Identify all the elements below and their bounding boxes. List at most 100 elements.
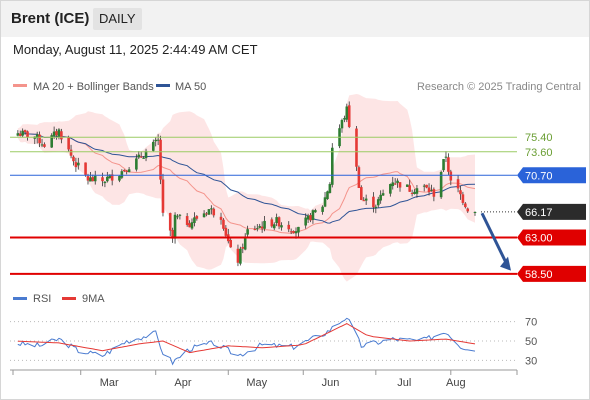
candle-body — [360, 187, 363, 200]
candle-body — [74, 162, 78, 168]
candle-body — [205, 213, 208, 215]
candle-body — [120, 171, 124, 178]
x-axis-label: Aug — [446, 377, 466, 389]
candle-body — [142, 157, 145, 159]
ma9-legend-label: 9MA — [82, 293, 105, 305]
x-axis: Mar Apr May Jun Jul Aug — [12, 370, 466, 389]
candle-body — [185, 216, 189, 225]
candle-body — [323, 197, 327, 207]
candle-body — [321, 206, 324, 212]
candle-body — [309, 215, 312, 221]
price-level-tag — [517, 229, 586, 246]
candle-body — [195, 216, 199, 219]
candle-body — [52, 131, 56, 137]
candle-body — [347, 105, 351, 127]
candle-body — [239, 248, 242, 264]
candle-body — [253, 228, 257, 230]
candle-body — [18, 133, 22, 136]
candle-body — [328, 184, 332, 193]
candle-body — [224, 227, 228, 236]
candle-body — [330, 147, 334, 185]
candle-body — [156, 139, 160, 141]
candle-body — [108, 174, 112, 179]
candle-body — [343, 118, 346, 120]
candle-body — [57, 129, 61, 137]
candle-body — [106, 176, 109, 182]
candle-body — [292, 230, 295, 234]
timeframe-badge[interactable]: DAILY — [93, 8, 142, 30]
candle-body — [127, 169, 131, 173]
candle-body — [101, 177, 104, 182]
candle-body — [326, 191, 329, 200]
candle-body — [260, 226, 264, 229]
candle-body — [16, 133, 20, 136]
x-axis-label: Mar — [100, 377, 119, 389]
candle-body — [393, 183, 397, 185]
candle-body — [381, 193, 385, 196]
candle-body — [410, 192, 414, 194]
candle-body — [447, 157, 450, 172]
candle-body — [122, 170, 126, 172]
candle-body — [135, 158, 138, 170]
price-level-tag — [517, 265, 586, 282]
candle-body — [280, 225, 283, 228]
candle-body — [89, 177, 92, 182]
candle-body — [357, 167, 361, 189]
candle-body — [364, 198, 368, 201]
candle-body — [159, 139, 162, 180]
candle-body — [91, 177, 95, 182]
candle-body — [256, 228, 259, 230]
candle-body — [396, 180, 399, 184]
candle-body — [464, 203, 467, 208]
candle-body — [77, 162, 80, 166]
candle-body — [374, 206, 378, 209]
price-level-label: 75.40 — [525, 132, 553, 144]
candle-body — [161, 179, 165, 213]
candle-body — [459, 190, 462, 195]
chart-header: Brent (ICE) DAILY — [1, 1, 589, 37]
ma50-legend-label: MA 50 — [175, 81, 206, 93]
rsi-tick-label: 70 — [525, 317, 537, 329]
candle-body — [461, 194, 465, 203]
candle-body — [110, 174, 114, 181]
candle-body — [173, 214, 177, 239]
candle-body — [442, 159, 445, 171]
candle-body — [405, 184, 409, 187]
candle-body — [340, 120, 344, 129]
candle-body — [422, 185, 426, 187]
candle-body — [229, 240, 232, 248]
ma20-legend-swatch — [13, 84, 27, 87]
candle-body — [275, 217, 278, 224]
candle-body — [212, 208, 216, 216]
rsi-legend-swatch — [13, 297, 27, 300]
candle-body — [314, 210, 317, 213]
candle-body — [389, 184, 392, 194]
candle-body — [26, 131, 29, 138]
candle-body — [297, 226, 300, 233]
candle-body — [207, 209, 211, 215]
candle-body — [86, 176, 90, 181]
candle-body — [355, 128, 358, 167]
candle-body — [219, 216, 223, 220]
price-level-tag — [517, 167, 586, 184]
price-level-tag — [517, 203, 586, 220]
candle-body — [345, 106, 349, 120]
candle-body — [202, 213, 206, 218]
candle-body — [190, 222, 194, 229]
candle-body — [118, 175, 121, 181]
candle-body — [93, 175, 97, 182]
ma50-legend-swatch — [156, 84, 170, 87]
candle-body — [125, 170, 128, 173]
candle-body — [193, 217, 196, 224]
candle-body — [376, 199, 380, 206]
candle-body — [103, 181, 107, 184]
rsi-legend-label: RSI — [33, 293, 51, 305]
candle-body — [168, 213, 172, 231]
candle-body — [40, 144, 44, 146]
candle-body — [372, 196, 375, 208]
candle-body — [137, 154, 141, 158]
rsi-line — [17, 317, 476, 366]
candle-body — [294, 231, 298, 234]
price-plot-area — [16, 94, 477, 282]
